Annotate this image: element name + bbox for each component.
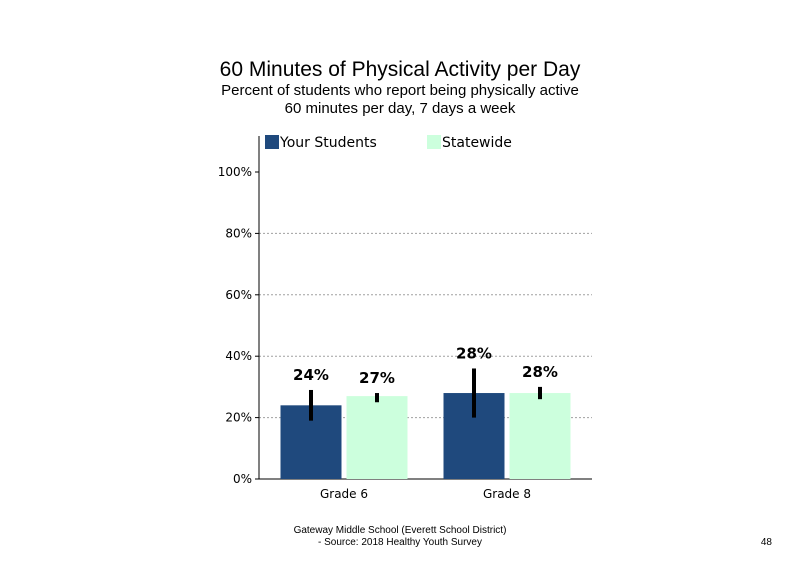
page-number: 48: [760, 537, 772, 548]
y-tick-label: 0%: [233, 472, 252, 486]
x-tick-label: Grade 8: [483, 487, 531, 501]
footer-school: Gateway Middle School (Everett School Di…: [293, 525, 507, 536]
chart-subtitle-line-2: 60 minutes per day, 7 days a week: [284, 100, 516, 117]
y-tick-label: 20%: [225, 411, 252, 425]
title-block: 60 Minutes of Physical Activity per Day …: [0, 58, 800, 118]
footer: Gateway Middle School (Everett School Di…: [0, 525, 800, 549]
x-tick-label: Grade 6: [320, 487, 368, 501]
data-label: 28%: [522, 363, 558, 381]
data-label: 24%: [293, 366, 329, 384]
footer-source: - Source: 2018 Healthy Youth Survey: [318, 537, 482, 548]
y-tick-label: 100%: [218, 165, 252, 179]
chart-title: 60 Minutes of Physical Activity per Day: [219, 58, 581, 81]
chart-subtitle-line-1: Percent of students who report being phy…: [221, 82, 579, 99]
legend-swatch: [427, 135, 441, 149]
legend-swatch: [265, 135, 279, 149]
legend-label: Statewide: [442, 135, 512, 151]
legend-label: Your Students: [279, 135, 377, 151]
data-label: 27%: [359, 369, 395, 387]
data-label: 28%: [456, 344, 492, 362]
y-tick-label: 40%: [225, 349, 252, 363]
y-tick-label: 60%: [225, 288, 252, 302]
bar: [509, 393, 571, 479]
bar: [346, 396, 408, 479]
y-tick-label: 80%: [225, 226, 252, 240]
